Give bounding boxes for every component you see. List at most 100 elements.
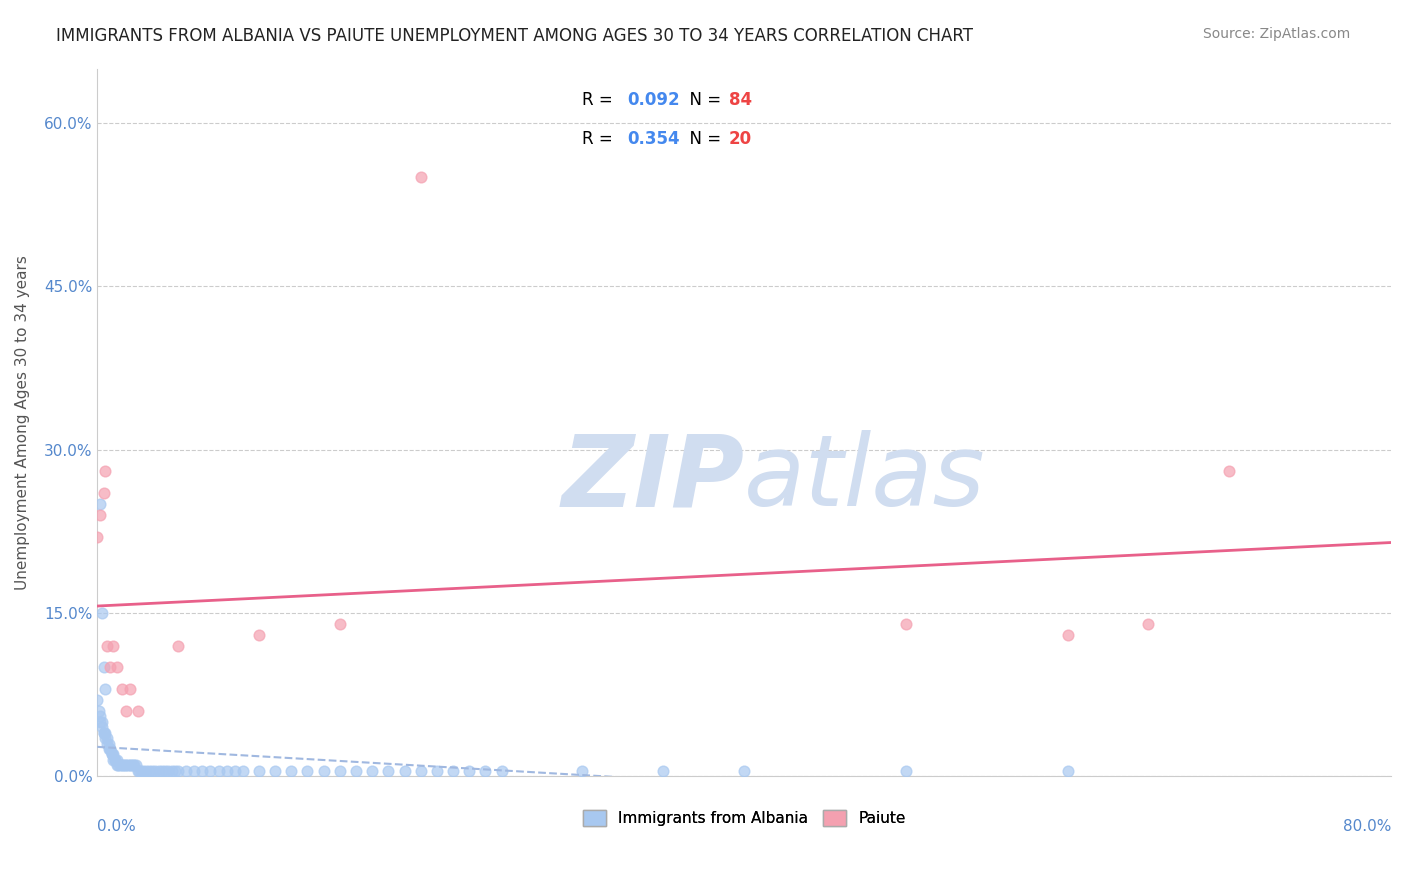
Point bbox=[93, 725, 115, 739]
Point bbox=[141, 764, 163, 778]
Point bbox=[94, 725, 117, 739]
Text: 0.0%: 0.0% bbox=[97, 819, 136, 834]
Point bbox=[1137, 616, 1160, 631]
Point bbox=[394, 764, 416, 778]
Point bbox=[894, 616, 917, 631]
Point bbox=[200, 764, 222, 778]
Point bbox=[96, 639, 118, 653]
Point bbox=[107, 758, 129, 772]
Point bbox=[94, 731, 117, 745]
Point bbox=[160, 764, 183, 778]
Point bbox=[124, 758, 146, 772]
Text: R =: R = bbox=[582, 91, 619, 110]
Point bbox=[89, 497, 111, 511]
Point bbox=[97, 742, 120, 756]
Point bbox=[131, 764, 153, 778]
Point bbox=[409, 170, 432, 185]
Point bbox=[104, 753, 127, 767]
Point bbox=[894, 764, 917, 778]
Point bbox=[361, 764, 384, 778]
Point bbox=[150, 764, 173, 778]
Point bbox=[121, 758, 143, 772]
Point bbox=[224, 764, 246, 778]
Point bbox=[118, 682, 141, 697]
Point bbox=[127, 764, 149, 778]
Point bbox=[232, 764, 254, 778]
Point bbox=[441, 764, 464, 778]
Point bbox=[93, 725, 115, 739]
Text: N =: N = bbox=[679, 130, 727, 148]
Point bbox=[377, 764, 399, 778]
Point bbox=[103, 639, 125, 653]
Point bbox=[426, 764, 449, 778]
Point bbox=[128, 764, 150, 778]
Text: R =: R = bbox=[582, 130, 619, 148]
Point bbox=[135, 764, 157, 778]
Point bbox=[215, 764, 238, 778]
Point bbox=[98, 742, 121, 756]
Point bbox=[89, 508, 111, 522]
Point bbox=[191, 764, 214, 778]
Point bbox=[104, 753, 127, 767]
Point bbox=[145, 764, 167, 778]
Point bbox=[103, 747, 125, 762]
Point bbox=[96, 737, 118, 751]
Point bbox=[174, 764, 197, 778]
Point bbox=[115, 758, 138, 772]
Point bbox=[112, 758, 135, 772]
Point bbox=[97, 737, 120, 751]
Point bbox=[103, 753, 125, 767]
Point bbox=[312, 764, 335, 778]
Point bbox=[93, 486, 115, 500]
Text: IMMIGRANTS FROM ALBANIA VS PAIUTE UNEMPLOYMENT AMONG AGES 30 TO 34 YEARS CORRELA: IMMIGRANTS FROM ALBANIA VS PAIUTE UNEMPL… bbox=[56, 27, 973, 45]
Point bbox=[1056, 627, 1078, 641]
Point bbox=[129, 764, 152, 778]
Point bbox=[118, 758, 141, 772]
Point bbox=[329, 764, 352, 778]
Text: Source: ZipAtlas.com: Source: ZipAtlas.com bbox=[1202, 27, 1350, 41]
Text: N =: N = bbox=[679, 91, 727, 110]
Point bbox=[329, 616, 352, 631]
Point bbox=[127, 704, 149, 718]
Point bbox=[91, 606, 114, 620]
Point bbox=[91, 714, 114, 729]
Point bbox=[138, 764, 160, 778]
Point bbox=[125, 758, 148, 772]
Point bbox=[344, 764, 367, 778]
Point bbox=[207, 764, 229, 778]
Point bbox=[89, 714, 111, 729]
Point bbox=[1218, 464, 1240, 478]
Point bbox=[491, 764, 513, 778]
Point bbox=[163, 764, 186, 778]
Point bbox=[91, 720, 114, 734]
Point bbox=[114, 758, 136, 772]
Point bbox=[87, 704, 110, 718]
Point bbox=[247, 764, 270, 778]
Point bbox=[153, 764, 176, 778]
Point bbox=[247, 627, 270, 641]
Point bbox=[105, 758, 128, 772]
Point bbox=[108, 758, 131, 772]
Point bbox=[98, 742, 121, 756]
Point bbox=[110, 682, 132, 697]
Point bbox=[105, 660, 128, 674]
Point bbox=[458, 764, 481, 778]
Legend: Immigrants from Albania, Paiute: Immigrants from Albania, Paiute bbox=[576, 804, 911, 832]
Point bbox=[89, 709, 111, 723]
Point bbox=[101, 747, 124, 762]
Point bbox=[86, 693, 108, 707]
Point bbox=[115, 704, 138, 718]
Point bbox=[86, 530, 108, 544]
Point bbox=[409, 764, 432, 778]
Point bbox=[297, 764, 319, 778]
Point bbox=[101, 747, 124, 762]
Point bbox=[183, 764, 205, 778]
Point bbox=[264, 764, 287, 778]
Point bbox=[120, 758, 142, 772]
Point bbox=[94, 682, 117, 697]
Point bbox=[96, 731, 118, 745]
Point bbox=[474, 764, 496, 778]
Point bbox=[105, 753, 128, 767]
Point bbox=[733, 764, 755, 778]
Point bbox=[98, 660, 121, 674]
